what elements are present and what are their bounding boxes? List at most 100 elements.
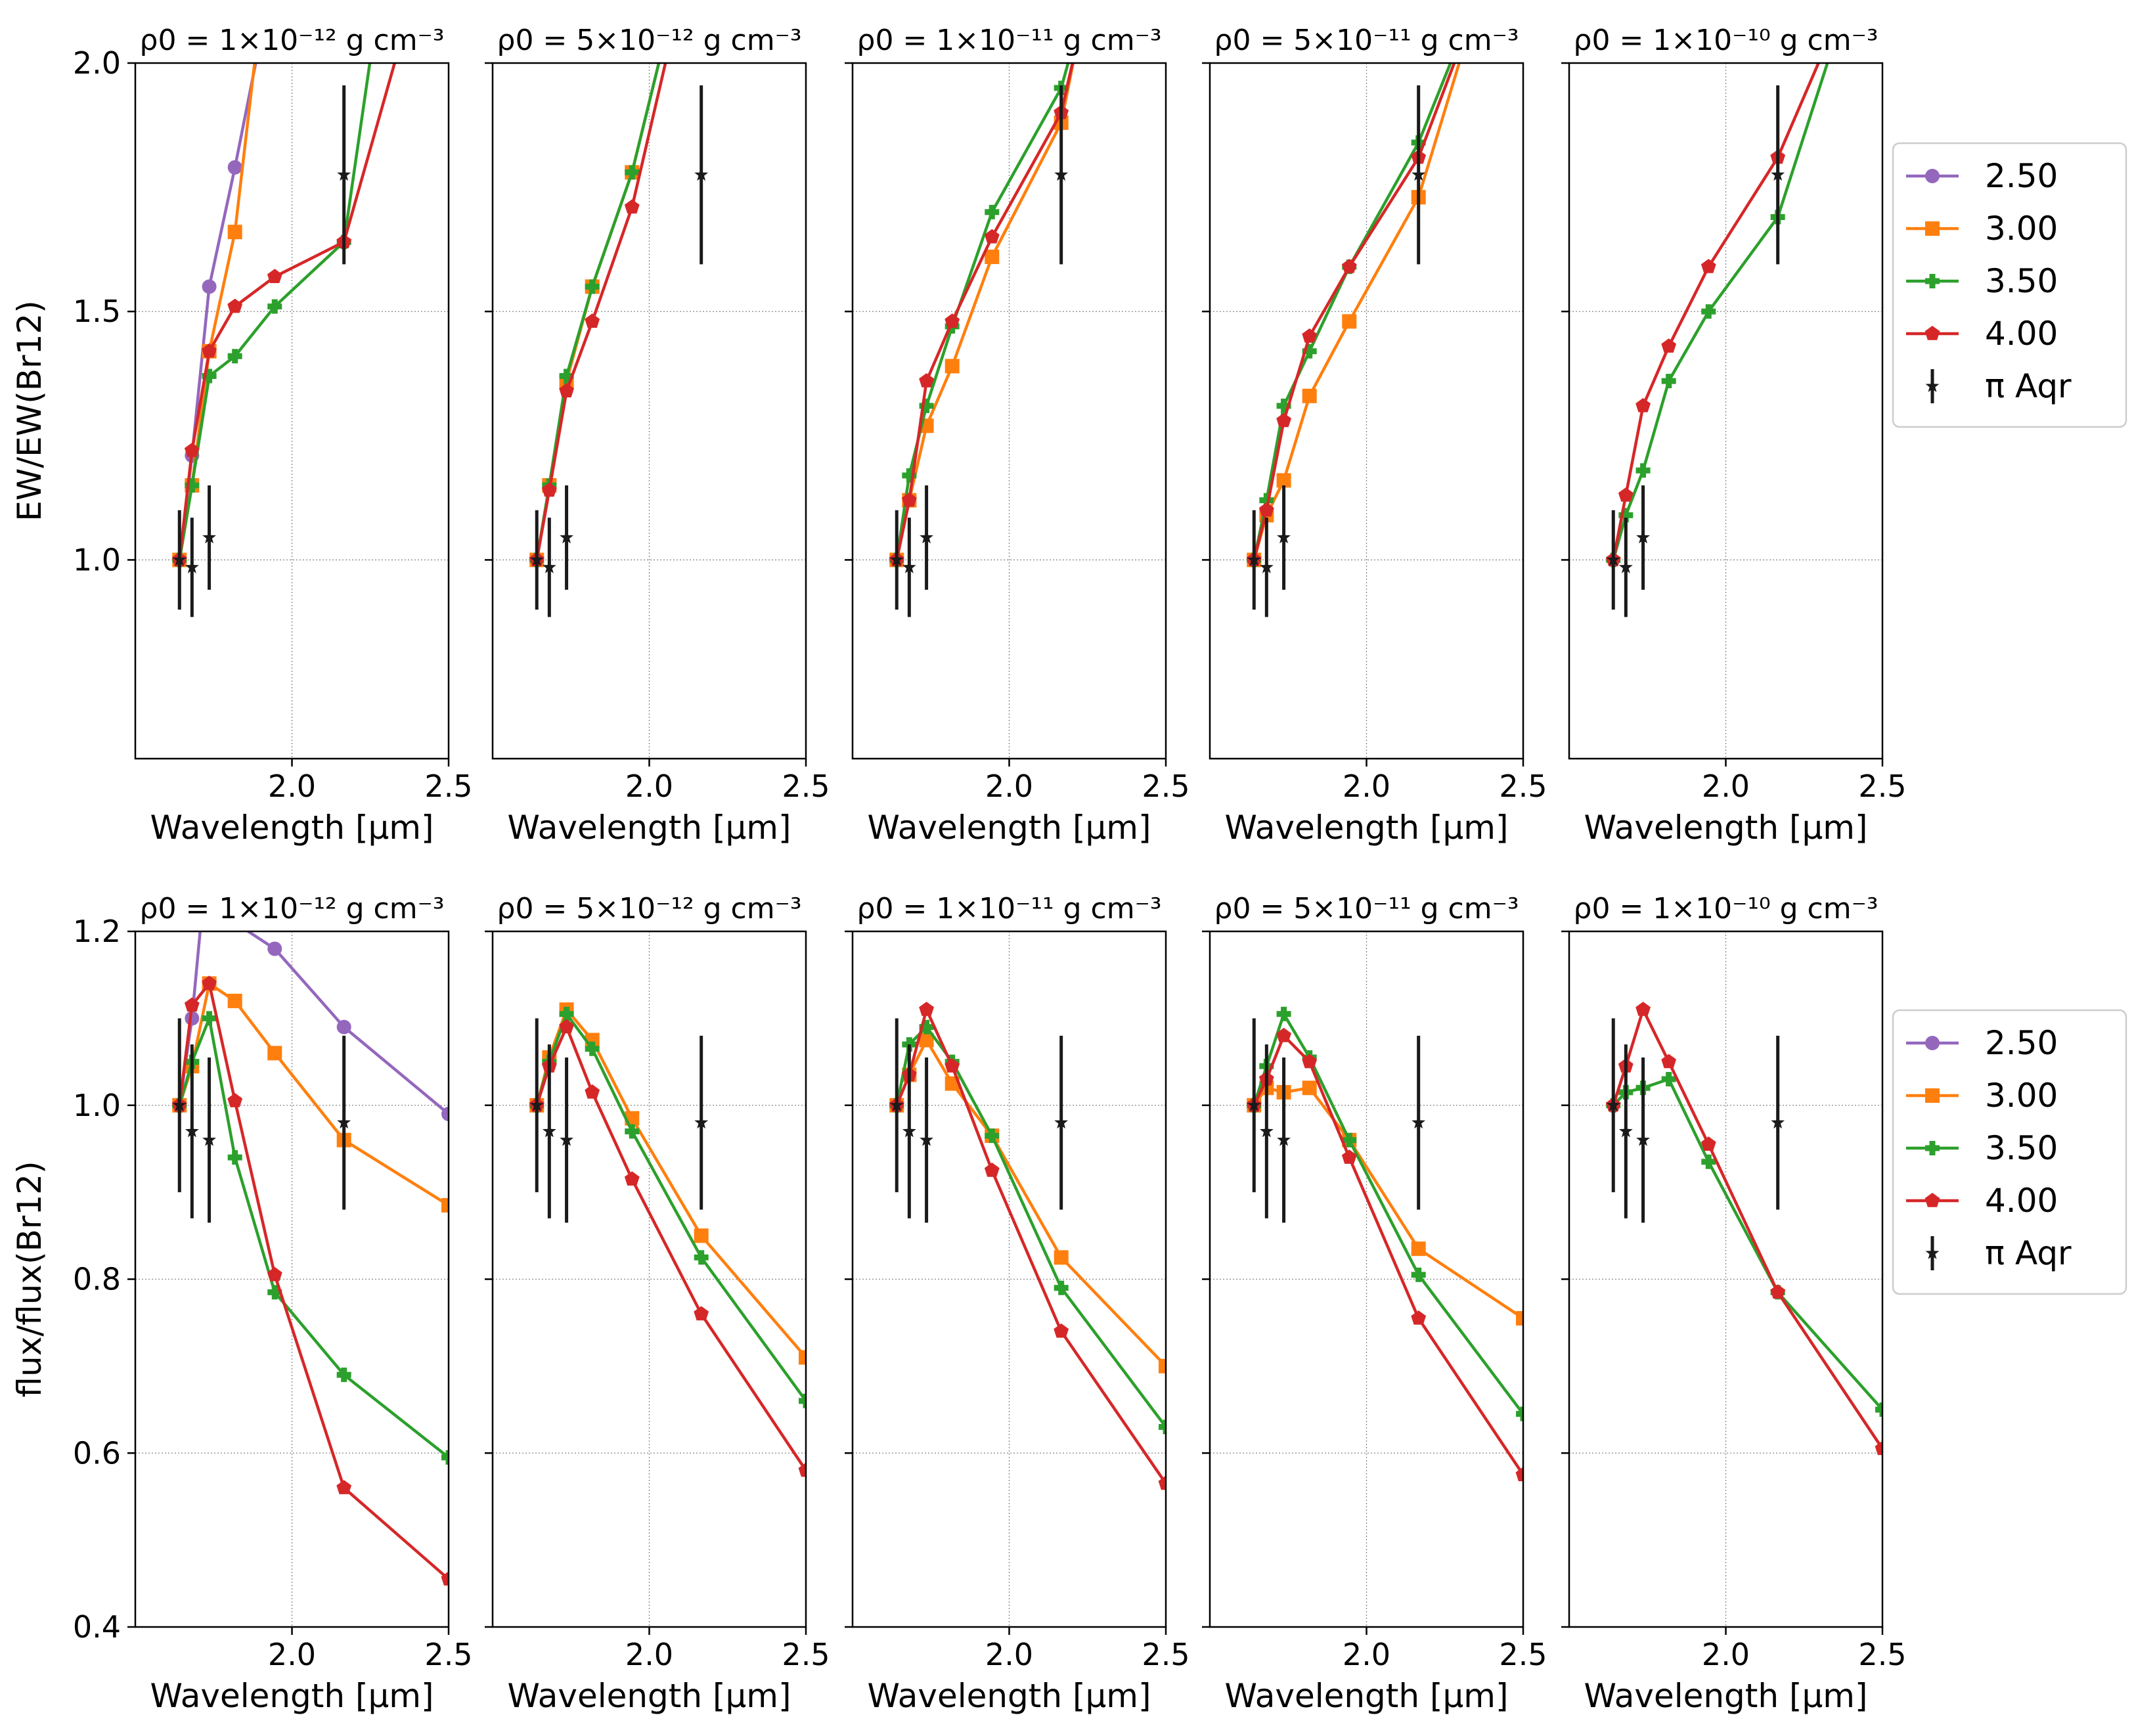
observed-point <box>694 167 709 181</box>
legend-label: 3.50 <box>1985 262 2058 300</box>
observed-point <box>1606 1098 1620 1111</box>
series-point-4.00 <box>267 1266 282 1281</box>
series-point-4.00 <box>1701 259 1716 273</box>
series-point-3.00 <box>985 250 1000 265</box>
observed-point <box>1636 1132 1650 1146</box>
plot-area <box>171 63 397 617</box>
plot-area <box>889 1002 1166 1490</box>
series-point-4.00 <box>441 1571 449 1586</box>
observed-point <box>920 530 933 544</box>
series-point-3.50 <box>227 349 242 364</box>
x-tick-label: 2.0 <box>625 1637 673 1672</box>
y-tick-label: 1.0 <box>73 542 121 577</box>
series-point-3.50 <box>1701 1154 1716 1169</box>
series-point-2.50 <box>202 279 217 294</box>
series-line-4.00 <box>178 63 397 560</box>
y-tick-label: 1.0 <box>73 1088 121 1123</box>
legend-label: 3.50 <box>1985 1129 2058 1167</box>
legends: 2.50 3.00 3.50 4.00 π Aqr 2.50 3.00 3.50 4.00 π A… <box>1892 142 2127 1295</box>
legend-item: 2.50 <box>1906 1024 2058 1062</box>
y-tick-label: 0.6 <box>73 1435 121 1471</box>
series-point-3.50 <box>1635 463 1651 478</box>
series-line-3.00 <box>895 63 1075 560</box>
observed-point <box>529 1098 544 1111</box>
x-tick-label: 2.0 <box>268 1637 316 1672</box>
series-line-4.00 <box>535 1025 806 1471</box>
series-line-3.50 <box>1612 63 1829 561</box>
series-point-3.50 <box>267 299 282 314</box>
series-point-3.50 <box>799 1393 806 1408</box>
legend-item: 2.50 <box>1906 157 2058 195</box>
series-line-4.00 <box>895 1008 1166 1484</box>
subplot-r1-c4: 2.0 2.5 Wavelength [μm] ρ0 = 1×10⁻¹⁰ g cm⁻³ <box>1561 892 1907 1715</box>
gridlines <box>853 63 1166 759</box>
series-point-3.50 <box>1054 1280 1069 1295</box>
series-point-4.00 <box>1701 1136 1716 1151</box>
subplot-title: ρ0 = 1×10⁻¹² g cm⁻³ <box>140 892 445 925</box>
gridlines <box>1210 931 1523 1627</box>
legend-marker <box>1924 1193 1940 1207</box>
series-line-4.00 <box>1253 1034 1523 1476</box>
series-point-3.00 <box>1342 314 1357 329</box>
series-point-3.00 <box>1159 1358 1166 1373</box>
observed-point <box>542 1124 556 1138</box>
gridlines <box>1569 63 1882 759</box>
legend-marker <box>1924 326 1940 340</box>
x-tick-label: 2.5 <box>424 1637 472 1672</box>
series-line-3.00 <box>535 1008 806 1359</box>
series-point-3.50 <box>919 1019 934 1035</box>
x-tick-label: 2.5 <box>424 768 472 804</box>
plot-area <box>529 1002 806 1477</box>
series-point-4.00 <box>919 1002 934 1016</box>
series-point-3.50 <box>625 165 640 180</box>
series-point-3.50 <box>585 1041 600 1056</box>
series-point-3.50 <box>1276 398 1291 413</box>
legend-marker <box>1925 169 1940 183</box>
observed-point <box>172 552 187 566</box>
series-point-3.00 <box>945 359 960 374</box>
plot-area <box>1605 63 1829 617</box>
observed-point <box>889 1098 904 1111</box>
x-tick-label: 2.5 <box>1499 768 1547 804</box>
x-axis-label: Wavelength [μm] <box>1584 1677 1867 1715</box>
legend-row-1: 2.50 3.00 3.50 4.00 π Aqr <box>1892 1009 2127 1295</box>
y-axis-label: flux/flux(Br12) <box>11 1161 49 1398</box>
x-tick-label: 2.0 <box>268 768 316 804</box>
series-point-3.50 <box>559 1006 574 1021</box>
series-point-4.00 <box>1341 1149 1357 1164</box>
plot-area <box>889 63 1075 617</box>
x-tick-label: 2.5 <box>782 768 830 804</box>
series-point-3.50 <box>985 204 1000 219</box>
series-point-4.00 <box>336 1480 352 1494</box>
observed-point <box>202 530 216 544</box>
legend-box <box>1892 142 2127 428</box>
series-point-4.00 <box>945 313 960 328</box>
series-point-3.00 <box>1276 473 1291 488</box>
series-point-3.50 <box>902 468 917 483</box>
subplot-title: ρ0 = 1×10⁻¹⁰ g cm⁻³ <box>1574 892 1878 925</box>
observed-point <box>337 1115 351 1129</box>
series-point-3.50 <box>1342 1132 1357 1147</box>
legend-item: π Aqr <box>1925 367 2072 405</box>
legend-item: 4.00 <box>1906 1182 2058 1220</box>
series-point-3.00 <box>267 1046 282 1061</box>
observed-point <box>902 1124 916 1138</box>
series-point-4.00 <box>1276 412 1291 428</box>
series-point-3.00 <box>919 1033 934 1048</box>
series-point-3.00 <box>799 1350 806 1365</box>
series-point-3.00 <box>694 1228 709 1243</box>
series-point-3.00 <box>1054 1250 1069 1265</box>
x-tick-label: 2.5 <box>1142 768 1189 804</box>
series-point-3.50 <box>559 368 574 384</box>
series-line-4.00 <box>535 63 667 560</box>
series-point-3.00 <box>945 1076 960 1091</box>
x-axis-label: Wavelength [μm] <box>867 1677 1151 1715</box>
series-point-4.00 <box>919 373 934 388</box>
series-point-4.00 <box>1158 1475 1166 1490</box>
x-tick-label: 2.0 <box>1343 768 1390 804</box>
legend-label: π Aqr <box>1985 367 2072 405</box>
series-line-3.00 <box>178 982 449 1207</box>
subplot-title: ρ0 = 5×10⁻¹¹ g cm⁻³ <box>1214 892 1519 925</box>
x-tick-label: 2.0 <box>1702 768 1750 804</box>
legend-marker <box>1925 221 1940 236</box>
